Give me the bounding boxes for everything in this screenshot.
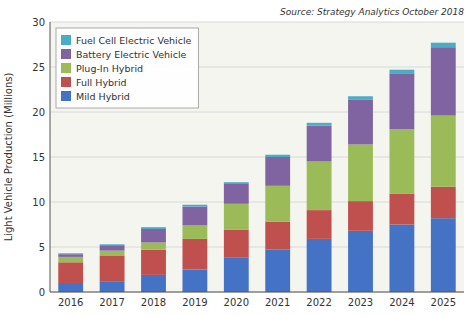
legend-label: Mild Hybrid: [76, 91, 130, 102]
bar-segment: [224, 182, 249, 184]
bar-segment: [141, 275, 166, 292]
bar-segment: [100, 256, 125, 281]
legend-swatch: [61, 35, 71, 45]
legend-frame: [56, 28, 198, 108]
bar-segment: [265, 155, 290, 157]
bar-segment: [389, 194, 414, 225]
legend-swatch: [61, 91, 71, 101]
bar-segment: [58, 254, 83, 257]
y-tick-label: 0: [39, 287, 45, 298]
bar-segment: [182, 270, 207, 293]
bar-segment: [182, 205, 207, 207]
legend-swatch: [61, 49, 71, 59]
bar-segment: [224, 204, 249, 230]
y-axis-line: [50, 22, 51, 292]
x-axis-line: [50, 292, 464, 293]
y-tick-label: 10: [32, 197, 45, 208]
bar-segment: [100, 245, 125, 250]
bar-segment: [58, 262, 83, 283]
bar-segment: [265, 157, 290, 186]
x-tick-label: 2017: [99, 297, 124, 308]
bar-segment: [389, 129, 414, 194]
y-tick-label: 25: [32, 62, 45, 73]
x-tick-label: 2023: [348, 297, 373, 308]
x-tick-label: 2018: [141, 297, 166, 308]
bar-segment: [348, 231, 373, 292]
bar-segment: [307, 123, 332, 126]
bar-segment: [307, 162, 332, 211]
bar-segment: [431, 116, 456, 187]
x-tick-label: 2022: [306, 297, 331, 308]
legend-swatch: [61, 63, 71, 73]
bar-segment: [389, 70, 414, 74]
chart: 051015202530Light Vehicle Production (Mi…: [0, 0, 474, 316]
bar-segment: [265, 222, 290, 250]
x-axis: 2016 2017 2018 2019 2020 2021 2022 2023 2024 2025: [58, 297, 456, 308]
bar-segment: [431, 47, 456, 115]
bar-segment: [348, 99, 373, 144]
bar-segment: [265, 250, 290, 292]
y-axis: 0 5 10 15 20 25 30: [32, 17, 464, 298]
legend-label: Plug-In Hybrid: [76, 63, 143, 74]
x-tick-label: 2025: [431, 297, 456, 308]
y-tick-label: 5: [39, 242, 45, 253]
bar-segment: [431, 187, 456, 219]
bar-segment: [182, 207, 207, 226]
bar-segment: [307, 239, 332, 292]
bar-segment: [141, 227, 166, 229]
annotation: Source: Strategy Analytics October 2018: [280, 7, 464, 17]
bar-segment: [141, 250, 166, 275]
bar-segment: [265, 186, 290, 222]
x-tick-label: 2024: [389, 297, 414, 308]
y-axis-label: Light Vehicle Production (Millions): [3, 73, 14, 242]
x-tick-label: 2020: [224, 297, 249, 308]
bar-segment: [307, 210, 332, 239]
bar-segment: [307, 126, 332, 162]
bar-segment: [100, 244, 125, 246]
bar-segment: [348, 144, 373, 201]
legend-label: Battery Electric Vehicle: [76, 49, 187, 60]
bar-segment: [224, 230, 249, 258]
bar-segment: [100, 281, 125, 292]
grid-line: [50, 292, 464, 293]
bar-segment: [182, 239, 207, 270]
bar-segment: [224, 184, 249, 204]
bar-segment: [389, 225, 414, 293]
x-tick-label: 2016: [58, 297, 83, 308]
bar-segment: [100, 251, 125, 256]
bar-segment: [348, 96, 373, 99]
bar-segment: [431, 43, 456, 48]
grid-line: [50, 22, 464, 23]
legend-label: Fuel Cell Electric Vehicle: [76, 35, 192, 46]
x-tick-label: 2019: [182, 297, 207, 308]
bar-segment: [224, 258, 249, 292]
bar-segment: [389, 73, 414, 129]
bar-segment: [58, 257, 83, 262]
bars: [58, 43, 455, 292]
bar-segment: [141, 229, 166, 243]
bar-segment: [141, 243, 166, 250]
bar-segment: [348, 201, 373, 231]
bar-segment: [182, 225, 207, 239]
x-tick-label: 2021: [265, 297, 290, 308]
legend-label: Full Hybrid: [76, 77, 127, 88]
y-tick-label: 15: [32, 152, 45, 163]
legend-swatch: [61, 77, 71, 87]
bar-segment: [58, 283, 83, 292]
y-tick-label: 20: [32, 107, 45, 118]
y-tick-label: 30: [32, 17, 45, 28]
bar-segment: [58, 253, 83, 255]
legend: Fuel Cell Electric Vehicle Battery Electr…: [56, 28, 198, 108]
bar-segment: [431, 218, 456, 292]
plot-background: [50, 22, 464, 292]
